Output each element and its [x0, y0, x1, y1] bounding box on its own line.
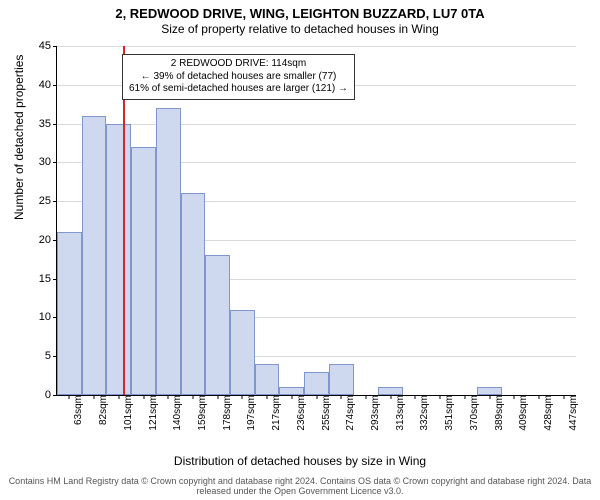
bar: [57, 232, 82, 395]
x-tick-label: 409sqm: [510, 395, 529, 431]
x-tick-label: 370sqm: [461, 395, 480, 431]
x-tick-label: 255sqm: [313, 395, 332, 431]
x-tick-label: 159sqm: [189, 395, 208, 431]
bar: [156, 108, 181, 395]
x-tick-label: 82sqm: [90, 395, 109, 425]
bar: [477, 387, 502, 395]
x-axis-label: Distribution of detached houses by size …: [0, 454, 600, 468]
bar: [304, 372, 329, 395]
annotation-line-2: ← 39% of detached houses are smaller (77…: [129, 71, 348, 84]
x-tick-label: 197sqm: [238, 395, 257, 431]
bar: [230, 310, 255, 395]
x-tick-label: 351sqm: [436, 395, 455, 431]
x-tick-label: 236sqm: [288, 395, 307, 431]
y-tick-label: 45: [39, 40, 57, 52]
x-tick-label: 140sqm: [164, 395, 183, 431]
y-tick-label: 15: [39, 273, 57, 285]
annotation-line-3: 61% of semi-detached houses are larger (…: [129, 83, 348, 96]
chart-container: 2, REDWOOD DRIVE, WING, LEIGHTON BUZZARD…: [0, 0, 600, 500]
y-tick-label: 10: [39, 311, 57, 323]
x-tick-label: 178sqm: [214, 395, 233, 431]
gridline: [57, 124, 576, 125]
x-tick-label: 428sqm: [535, 395, 554, 431]
x-tick-label: 293sqm: [362, 395, 381, 431]
x-tick-label: 389sqm: [486, 395, 505, 431]
bar: [181, 193, 206, 395]
annotation-box: 2 REDWOOD DRIVE: 114sqm ← 39% of detache…: [122, 54, 355, 100]
bar: [106, 124, 131, 395]
x-tick-label: 447sqm: [560, 395, 579, 431]
y-tick-label: 35: [39, 118, 57, 130]
y-tick-label: 0: [45, 389, 57, 401]
x-tick-label: 101sqm: [115, 395, 134, 431]
bar: [82, 116, 107, 395]
x-tick-label: 121sqm: [140, 395, 159, 431]
y-tick-label: 20: [39, 234, 57, 246]
bar: [378, 387, 403, 395]
y-axis-label: Number of detached properties: [12, 55, 26, 220]
bar: [205, 255, 230, 395]
x-tick-label: 63sqm: [65, 395, 84, 425]
x-tick-label: 274sqm: [337, 395, 356, 431]
bar: [329, 364, 354, 395]
bar: [279, 387, 304, 395]
footer-text: Contains HM Land Registry data © Crown c…: [0, 476, 600, 496]
y-tick-label: 30: [39, 156, 57, 168]
chart-title: 2, REDWOOD DRIVE, WING, LEIGHTON BUZZARD…: [0, 0, 600, 21]
x-tick-label: 313sqm: [387, 395, 406, 431]
x-tick-label: 217sqm: [263, 395, 282, 431]
annotation-line-1: 2 REDWOOD DRIVE: 114sqm: [129, 58, 348, 71]
y-tick-label: 40: [39, 79, 57, 91]
bar: [131, 147, 156, 395]
bar: [255, 364, 280, 395]
y-tick-label: 25: [39, 195, 57, 207]
gridline: [57, 46, 576, 47]
y-tick-label: 5: [45, 350, 57, 362]
x-tick-label: 332sqm: [411, 395, 430, 431]
chart-subtitle: Size of property relative to detached ho…: [0, 21, 600, 36]
